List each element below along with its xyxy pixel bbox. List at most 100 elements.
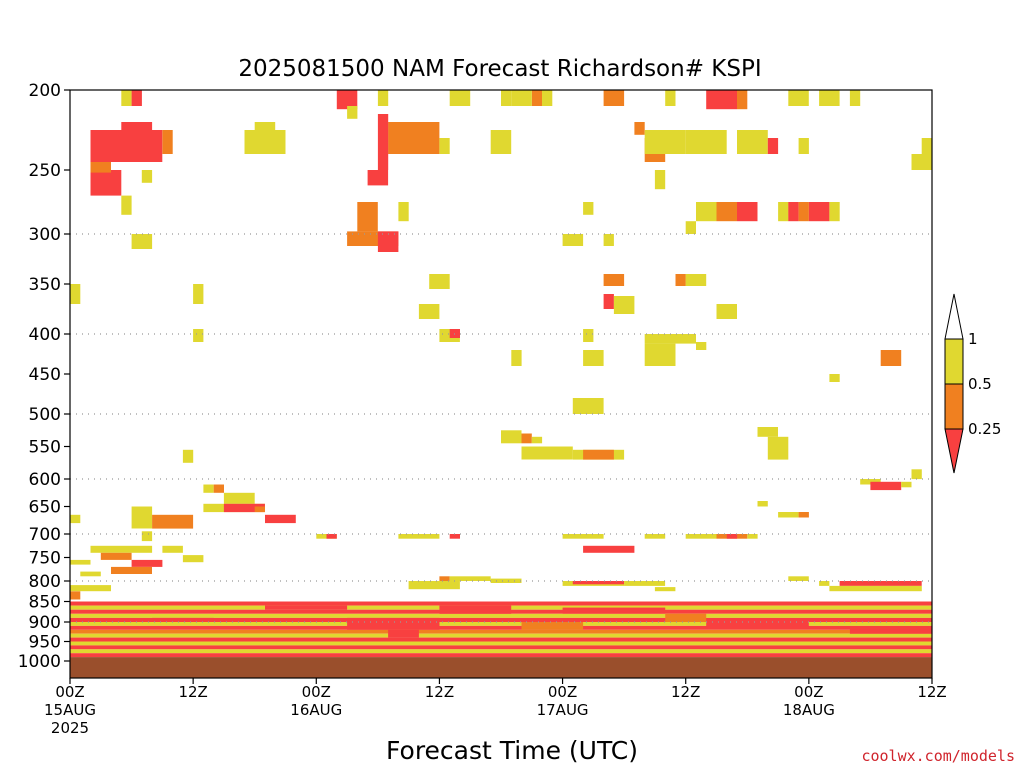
y-tick-label: 550 bbox=[29, 438, 61, 458]
heatmap-cell bbox=[90, 170, 122, 196]
heatmap-cell bbox=[439, 576, 450, 581]
heatmap-cell bbox=[644, 534, 666, 539]
heatmap-cell bbox=[111, 566, 152, 574]
heatmap-cell bbox=[70, 284, 81, 304]
heatmap-cell bbox=[911, 469, 922, 480]
heatmap-cell bbox=[685, 274, 707, 286]
heatmap-cell bbox=[737, 90, 748, 110]
heatmap-cell bbox=[449, 576, 491, 581]
x-tick-label: 00Z bbox=[302, 683, 331, 701]
heatmap-cell bbox=[70, 625, 932, 630]
heatmap-cell bbox=[100, 552, 132, 560]
heatmap-cell bbox=[347, 617, 440, 630]
heatmap-cell bbox=[70, 601, 932, 606]
heatmap-cell bbox=[70, 622, 932, 626]
heatmap-cell bbox=[193, 329, 204, 342]
y-tick-label: 500 bbox=[29, 405, 61, 425]
heatmap-cell bbox=[388, 629, 419, 638]
colorbar-legend: 1 0.5 0.25 bbox=[944, 293, 1001, 474]
legend-bin-yellow bbox=[944, 338, 964, 385]
heatmap-cell bbox=[70, 645, 932, 650]
heatmap-cell bbox=[521, 433, 532, 444]
heatmap-cell bbox=[439, 138, 450, 154]
heatmap-cell bbox=[357, 202, 378, 232]
heatmap-cell bbox=[439, 605, 512, 614]
legend-label: 0.25 bbox=[968, 420, 1001, 438]
heatmap-cell bbox=[542, 90, 553, 106]
heatmap-cell bbox=[121, 90, 132, 106]
heatmap-cell bbox=[162, 130, 173, 154]
heatmap-cell bbox=[798, 138, 809, 154]
heatmap-cell bbox=[141, 170, 153, 183]
x-tick-label: 12Z bbox=[178, 683, 207, 701]
heatmap-cell bbox=[223, 503, 265, 513]
y-tick-label: 250 bbox=[29, 161, 61, 181]
y-tick-label: 400 bbox=[29, 325, 61, 345]
heatmap-cell bbox=[326, 534, 337, 539]
heatmap-cell bbox=[572, 398, 604, 414]
x-tick-label: 15AUG bbox=[44, 701, 96, 719]
heatmap-cell bbox=[531, 90, 543, 106]
heatmap-cell bbox=[449, 90, 471, 106]
heatmap-cells bbox=[70, 90, 932, 658]
heatmap-cell bbox=[511, 350, 522, 366]
heatmap-cell bbox=[603, 234, 614, 246]
x-tick-label: 00Z bbox=[55, 683, 84, 701]
heatmap-cell bbox=[921, 138, 932, 154]
heatmap-cell bbox=[70, 591, 81, 600]
heatmap-cell bbox=[182, 449, 194, 463]
heatmap-cell bbox=[70, 629, 932, 634]
y-tick-label: 300 bbox=[29, 225, 61, 245]
heatmap-cell bbox=[860, 479, 881, 485]
heatmap-cell bbox=[747, 534, 758, 539]
y-tick-label: 800 bbox=[29, 572, 61, 592]
heatmap-cell bbox=[849, 90, 861, 106]
chart-title: 2025081500 NAM Forecast Richardson# KSPI bbox=[238, 56, 761, 82]
heatmap-cell bbox=[603, 294, 614, 309]
heatmap-cell bbox=[583, 350, 604, 366]
x-tick-label: 2025 bbox=[51, 719, 89, 737]
heatmap-cell bbox=[141, 531, 153, 542]
heatmap-cell bbox=[562, 534, 604, 539]
heatmap-cell bbox=[70, 559, 91, 565]
heatmap-cell bbox=[829, 202, 840, 222]
legend-label: 1 bbox=[968, 330, 978, 348]
heatmap-cell bbox=[418, 304, 440, 319]
heatmap-cell bbox=[501, 430, 522, 444]
heatmap-cell bbox=[726, 534, 738, 539]
heatmap-cell bbox=[121, 195, 132, 215]
heatmap-cell bbox=[583, 329, 594, 342]
heatmap-cell bbox=[131, 559, 163, 567]
heatmap-cell bbox=[70, 585, 111, 592]
heatmap-cell bbox=[193, 284, 204, 304]
heatmap-cell bbox=[152, 514, 194, 529]
heatmap-cell bbox=[685, 221, 696, 234]
heatmap-cell bbox=[449, 534, 460, 539]
heatmap-cell bbox=[685, 534, 717, 539]
heatmap-cell bbox=[634, 122, 645, 135]
heatmap-cell bbox=[213, 484, 224, 493]
heatmap-cell bbox=[152, 617, 214, 622]
heatmap-cell bbox=[849, 627, 932, 634]
heatmap-cell bbox=[716, 202, 737, 222]
heatmap-cell bbox=[819, 90, 840, 106]
heatmap-cell bbox=[665, 613, 707, 622]
heatmap-cell bbox=[778, 512, 799, 518]
heatmap-cell bbox=[70, 613, 932, 618]
heatmap-cell bbox=[613, 296, 635, 314]
heatmap-cell bbox=[798, 512, 809, 518]
heatmap-cell bbox=[531, 436, 543, 444]
heatmap-cell bbox=[696, 342, 707, 350]
legend-label: 0.5 bbox=[968, 375, 992, 393]
heatmap-cell bbox=[70, 514, 81, 524]
heatmap-cell bbox=[572, 581, 625, 585]
heatmap-cell bbox=[880, 350, 902, 366]
heatmap-cell bbox=[367, 170, 389, 186]
heatmap-cell bbox=[70, 617, 932, 622]
heatmap-cell bbox=[644, 334, 696, 344]
heatmap-cell bbox=[685, 130, 727, 154]
heatmap-cell bbox=[377, 114, 389, 170]
heatmap-cell bbox=[70, 653, 932, 658]
y-tick-label: 600 bbox=[29, 470, 61, 490]
